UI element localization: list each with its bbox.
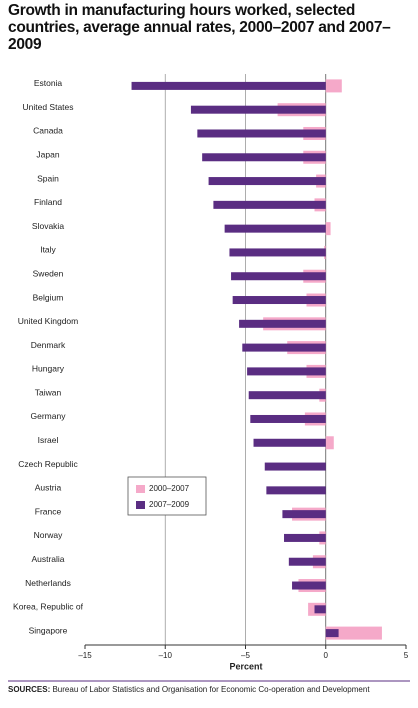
bar — [131, 81, 326, 90]
bar — [288, 557, 326, 566]
legend-label: 2007–2009 — [149, 500, 190, 509]
bar — [250, 414, 326, 423]
x-tick-label: –5 — [241, 651, 250, 660]
bar — [314, 605, 326, 614]
bar — [247, 367, 326, 376]
bar — [325, 626, 382, 640]
bar — [325, 79, 342, 93]
y-tick-label: Austria — [35, 483, 62, 493]
bar — [264, 462, 326, 471]
bar — [325, 629, 339, 638]
bar — [266, 486, 326, 495]
y-tick-label: Netherlands — [25, 578, 71, 588]
x-tick-label: –10 — [159, 651, 173, 660]
bar — [202, 153, 326, 162]
y-tick-label: Israel — [38, 435, 59, 445]
bar — [231, 272, 326, 281]
legend-label: 2000–2007 — [149, 484, 190, 493]
chart-title: Growth in manufacturing hours worked, se… — [8, 2, 391, 53]
bar — [242, 343, 326, 352]
bar — [325, 222, 331, 236]
y-tick-label: Italy — [40, 245, 56, 255]
y-tick-label: Canada — [33, 126, 63, 136]
bar — [253, 438, 326, 447]
bar — [325, 436, 334, 450]
bar — [197, 129, 326, 138]
y-tick-label: United States — [22, 102, 73, 112]
x-tick-label: 5 — [404, 651, 409, 660]
bar — [229, 248, 326, 257]
y-tick-label: Denmark — [31, 340, 66, 350]
y-tick-label: Finland — [34, 197, 62, 207]
y-tick-label: Australia — [31, 554, 64, 564]
y-tick-label: Korea, Republic of — [13, 602, 84, 612]
bar — [282, 510, 326, 519]
y-tick-label: Hungary — [32, 364, 65, 374]
bar — [292, 581, 326, 590]
y-tick-label: Slovakia — [32, 221, 64, 231]
y-tick-label: Czech Republic — [18, 459, 78, 469]
x-tick-label: 0 — [324, 651, 329, 660]
y-tick-label: Spain — [37, 173, 59, 183]
y-tick-label: Estonia — [34, 78, 63, 88]
bar — [224, 224, 326, 233]
source-text: Bureau of Labor Statistics and Organisat… — [52, 685, 370, 694]
bar — [248, 391, 326, 400]
y-tick-label: United Kingdom — [18, 316, 78, 326]
y-tick-label: Singapore — [29, 625, 68, 635]
bar — [213, 200, 326, 209]
legend-box — [127, 476, 207, 516]
bar — [232, 296, 326, 305]
y-tick-label: Germany — [31, 411, 67, 421]
bar — [239, 319, 326, 328]
y-tick-label: Sweden — [33, 268, 64, 278]
source-label: SOURCES: — [8, 685, 51, 694]
y-tick-label: Belgium — [33, 292, 64, 302]
source: SOURCES: Bureau of Labor Statistics and … — [8, 685, 370, 694]
y-tick-label: France — [35, 506, 62, 516]
x-tick-label: –15 — [78, 651, 92, 660]
bar — [208, 177, 326, 186]
legend-swatch — [136, 485, 145, 493]
x-axis-label: Percent — [229, 661, 262, 671]
y-tick-label: Taiwan — [35, 387, 62, 397]
bar — [190, 105, 326, 114]
legend-swatch — [136, 501, 145, 509]
y-tick-label: Japan — [36, 150, 59, 160]
bar — [284, 533, 326, 542]
y-tick-label: Norway — [34, 530, 64, 540]
